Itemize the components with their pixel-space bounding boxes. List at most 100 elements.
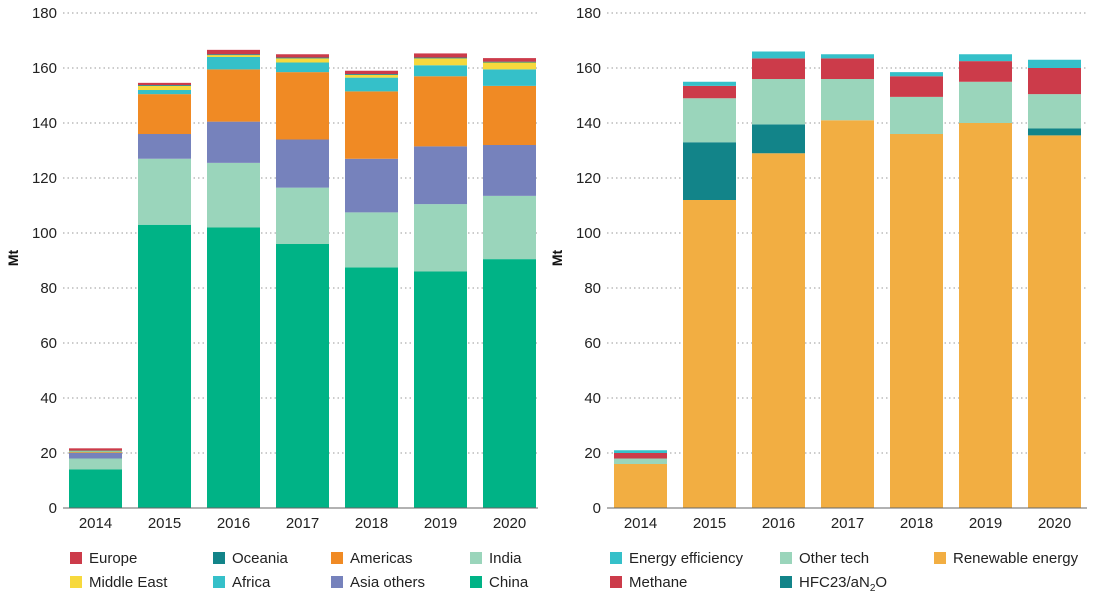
left-bar-2019-india <box>414 204 467 272</box>
left-bar-2018-asia-others <box>345 158 398 213</box>
left-chart-region-stack: 0 20 40 60 80 100 120 140 160 180 2014 2015 2016 2017… <box>5 5 538 591</box>
left-legend-label-asia-others: Asia others <box>350 574 425 591</box>
left-bar-2015-americas <box>138 94 191 135</box>
left-bar-2014-europe <box>69 448 122 451</box>
right-legend-swatch-renewable-energy <box>934 552 946 564</box>
right-y-tick-label: 120 <box>576 170 601 187</box>
left-bar-2015-africa <box>138 90 191 95</box>
left-y-tick-label: 180 <box>32 5 57 22</box>
left-legend-label-oceania: Oceania <box>232 550 289 567</box>
right-bar-2018-energy-efficiency <box>890 72 943 77</box>
left-bar-2016-india <box>207 162 260 228</box>
left-bar-2017-oceania <box>276 57 329 59</box>
left-legend-swatch-india <box>470 552 482 564</box>
left-bar-2020-europe <box>483 58 536 62</box>
left-legend-swatch-china <box>470 576 482 588</box>
left-bar-2019-americas <box>414 76 467 147</box>
left-x-tick-label: 2020 <box>493 515 526 532</box>
left-bar-2015-europe <box>138 82 191 86</box>
left-bar-2018-americas <box>345 91 398 159</box>
right-bar-2020-renewable-energy <box>1028 135 1081 509</box>
left-bar-2020-asia-others <box>483 145 536 196</box>
left-bar-2017-asia-others <box>276 139 329 188</box>
left-bar-2019-asia-others <box>414 146 467 205</box>
left-bar-2015-oceania <box>138 85 191 86</box>
right-bar-2014-energy-efficiency <box>614 450 667 453</box>
left-bar-2019-africa <box>414 65 467 77</box>
left-bar-2014-india <box>69 458 122 470</box>
left-bar-2017-india <box>276 187 329 245</box>
left-y-tick-label: 140 <box>32 115 57 132</box>
left-bar-2018-india <box>345 212 398 268</box>
right-x-tick-label: 2015 <box>693 515 726 532</box>
right-bar-2017-other-tech <box>821 79 874 121</box>
right-x-tick-label: 2017 <box>831 515 864 532</box>
left-bar-2020-china <box>483 259 536 509</box>
right-y-tick-label: 0 <box>593 500 601 517</box>
right-y-tick-label: 180 <box>576 5 601 22</box>
right-bar-2017-energy-efficiency <box>821 54 874 59</box>
right-bar-2016-hfc23-an2o <box>752 124 805 154</box>
right-bar-2015-methane <box>683 85 736 99</box>
left-legend-label-africa: Africa <box>232 574 271 591</box>
right-bar-2019-methane <box>959 61 1012 82</box>
right-x-tick-label: 2014 <box>624 515 657 532</box>
left-bar-2016-africa <box>207 57 260 70</box>
left-bar-2018-europe <box>345 70 398 75</box>
left-bar-2019-europe <box>414 53 467 58</box>
left-bar-2014-americas <box>69 452 122 453</box>
right-bar-2016-energy-efficiency <box>752 51 805 59</box>
right-bar-2020-other-tech <box>1028 94 1081 129</box>
left-y-tick-label: 60 <box>40 335 57 352</box>
right-legend-swatch-hfc23-an2o <box>780 576 792 588</box>
left-bar-2016-oceania <box>207 54 260 56</box>
right-bar-2019-other-tech <box>959 81 1012 123</box>
right-y-tick-label: 140 <box>576 115 601 132</box>
left-legend-swatch-asia-others <box>331 576 343 588</box>
left-legend-swatch-africa <box>213 576 225 588</box>
left-bar-2016-asia-others <box>207 121 260 163</box>
left-bar-2017-africa <box>276 62 329 73</box>
right-chart-technology-stack: 0 20 40 60 80 100 120 140 160 180 2014 2015 2016 2017… <box>549 5 1087 594</box>
right-bar-2014-renewable-energy <box>614 464 667 508</box>
right-bar-2016-other-tech <box>752 79 805 125</box>
right-bar-2020-hfc23-an2o <box>1028 128 1081 136</box>
left-x-tick-label: 2014 <box>79 515 112 532</box>
right-bar-2016-methane <box>752 58 805 80</box>
right-bar-2015-hfc23-an2o <box>683 142 736 200</box>
left-bar-2017-americas <box>276 72 329 140</box>
left-y-tick-label: 40 <box>40 390 57 407</box>
right-legend-swatch-energy-efficiency <box>610 552 622 564</box>
left-legend-label-middle-east: Middle East <box>89 574 168 591</box>
right-bar-2014-methane <box>614 453 667 459</box>
left-legend-swatch-oceania <box>213 552 225 564</box>
left-x-tick-label: 2017 <box>286 515 319 532</box>
right-bar-2018-other-tech <box>890 96 943 135</box>
right-bar-2015-renewable-energy <box>683 200 736 508</box>
left-x-tick-label: 2018 <box>355 515 388 532</box>
left-bar-2016-middle-east <box>207 55 260 57</box>
right-y-tick-label: 100 <box>576 225 601 242</box>
right-bar-2016-renewable-energy <box>752 153 805 508</box>
right-bar-2018-methane <box>890 76 943 97</box>
left-bar-2020-india <box>483 195 536 260</box>
left-bar-2014-middle-east <box>69 450 122 452</box>
left-y-tick-label: 0 <box>49 500 57 517</box>
right-y-tick-label: 40 <box>584 390 601 407</box>
left-bar-2015-china <box>138 224 191 508</box>
left-legend-label-americas: Americas <box>350 550 413 567</box>
left-bar-2018-middle-east <box>345 74 398 78</box>
right-bar-2014-other-tech <box>614 458 667 464</box>
left-legend-swatch-americas <box>331 552 343 564</box>
left-bar-2019-china <box>414 271 467 508</box>
left-bar-2020-oceania <box>483 61 536 63</box>
right-legend-label-renewable-energy: Renewable energy <box>953 550 1079 567</box>
left-bar-2016-china <box>207 227 260 508</box>
left-bar-2016-americas <box>207 69 260 122</box>
left-bar-2015-asia-others <box>138 134 191 159</box>
left-bar-2014-asia-others <box>69 453 122 459</box>
right-x-tick-label: 2016 <box>762 515 795 532</box>
right-legend-label-other-tech: Other tech <box>799 550 869 567</box>
